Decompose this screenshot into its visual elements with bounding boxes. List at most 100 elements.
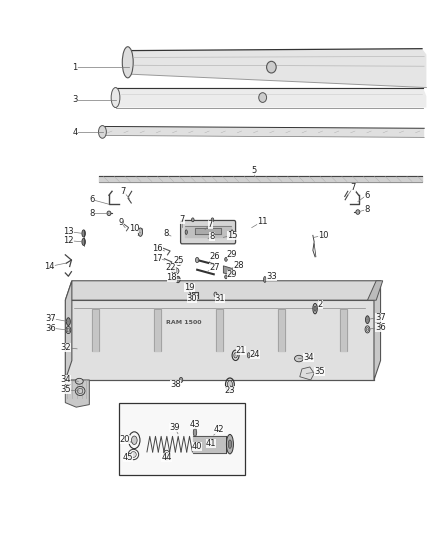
Ellipse shape <box>234 353 237 358</box>
Ellipse shape <box>365 316 369 324</box>
Polygon shape <box>367 281 383 300</box>
Polygon shape <box>99 126 424 138</box>
Ellipse shape <box>294 356 303 362</box>
Ellipse shape <box>75 378 83 384</box>
Text: 43: 43 <box>190 419 200 429</box>
Text: 2: 2 <box>318 300 323 309</box>
Text: 17: 17 <box>152 254 162 263</box>
Ellipse shape <box>191 218 194 222</box>
Text: 30: 30 <box>187 294 197 303</box>
Text: 8: 8 <box>90 209 95 218</box>
Text: 29: 29 <box>227 251 237 260</box>
Ellipse shape <box>267 61 276 73</box>
Text: 23: 23 <box>225 386 235 395</box>
Ellipse shape <box>193 429 197 437</box>
Ellipse shape <box>131 451 136 457</box>
Polygon shape <box>125 49 426 87</box>
Ellipse shape <box>228 440 232 448</box>
Ellipse shape <box>247 353 250 358</box>
Text: 24: 24 <box>250 350 260 359</box>
Text: 28: 28 <box>233 261 244 270</box>
Ellipse shape <box>138 228 143 236</box>
Bar <box>119 402 245 475</box>
Text: 37: 37 <box>46 314 56 323</box>
Ellipse shape <box>176 276 180 282</box>
Polygon shape <box>65 300 374 380</box>
Text: 14: 14 <box>44 262 55 271</box>
Text: 7: 7 <box>208 220 213 229</box>
Text: 37: 37 <box>375 312 386 321</box>
Ellipse shape <box>231 230 233 235</box>
FancyBboxPatch shape <box>180 221 236 244</box>
Ellipse shape <box>314 306 316 311</box>
Text: 35: 35 <box>60 385 71 394</box>
Text: 29: 29 <box>227 270 237 279</box>
Ellipse shape <box>313 303 317 314</box>
Ellipse shape <box>122 47 133 78</box>
Ellipse shape <box>195 257 199 263</box>
Ellipse shape <box>78 389 83 393</box>
Text: 32: 32 <box>60 343 71 352</box>
Text: 35: 35 <box>314 367 325 376</box>
Text: 33: 33 <box>266 272 277 281</box>
Ellipse shape <box>111 87 120 108</box>
Text: 8: 8 <box>163 229 169 238</box>
Polygon shape <box>112 87 426 108</box>
Text: 10: 10 <box>129 224 139 233</box>
Ellipse shape <box>67 318 71 326</box>
Text: 12: 12 <box>63 236 74 245</box>
Text: 36: 36 <box>375 323 386 332</box>
Text: 4: 4 <box>72 128 78 137</box>
Text: 27: 27 <box>209 263 220 272</box>
Text: 44: 44 <box>161 453 172 462</box>
Ellipse shape <box>173 269 177 273</box>
Ellipse shape <box>107 211 111 216</box>
Ellipse shape <box>179 377 183 383</box>
Text: RAM 1500: RAM 1500 <box>166 320 202 326</box>
Text: 8: 8 <box>364 205 369 214</box>
Ellipse shape <box>264 277 266 282</box>
Text: 45: 45 <box>123 453 134 462</box>
Ellipse shape <box>225 257 227 261</box>
Text: 15: 15 <box>227 231 237 240</box>
Ellipse shape <box>99 126 106 138</box>
Polygon shape <box>65 281 72 380</box>
Text: 7: 7 <box>179 215 184 224</box>
Text: 21: 21 <box>236 346 246 356</box>
Ellipse shape <box>185 230 187 235</box>
Ellipse shape <box>226 434 233 454</box>
Text: 38: 38 <box>170 380 181 389</box>
Ellipse shape <box>67 328 70 332</box>
Text: 1: 1 <box>72 63 78 72</box>
Text: 18: 18 <box>166 273 177 282</box>
Ellipse shape <box>225 275 227 279</box>
Text: 40: 40 <box>192 441 202 450</box>
Ellipse shape <box>82 238 85 245</box>
Text: 8: 8 <box>209 231 215 240</box>
Text: 6: 6 <box>90 195 95 204</box>
Text: 34: 34 <box>303 353 314 362</box>
Polygon shape <box>65 281 381 300</box>
Text: 41: 41 <box>206 439 216 448</box>
Text: 26: 26 <box>209 252 220 261</box>
Ellipse shape <box>165 453 168 458</box>
Ellipse shape <box>82 230 85 237</box>
Text: 10: 10 <box>318 231 328 240</box>
Text: 31: 31 <box>215 294 225 303</box>
Ellipse shape <box>259 93 267 102</box>
Ellipse shape <box>366 327 369 332</box>
Polygon shape <box>374 281 381 380</box>
Text: 22: 22 <box>166 263 176 272</box>
Text: 5: 5 <box>251 166 257 175</box>
Text: 7: 7 <box>351 183 356 192</box>
Ellipse shape <box>211 218 214 222</box>
Text: 36: 36 <box>46 324 56 333</box>
Text: 9: 9 <box>118 218 124 227</box>
Text: 16: 16 <box>152 244 163 253</box>
Text: 20: 20 <box>120 435 131 444</box>
Text: 13: 13 <box>63 227 74 236</box>
Polygon shape <box>223 266 234 275</box>
Text: 42: 42 <box>214 425 224 434</box>
Text: 39: 39 <box>169 423 180 432</box>
Text: 7: 7 <box>120 187 126 196</box>
